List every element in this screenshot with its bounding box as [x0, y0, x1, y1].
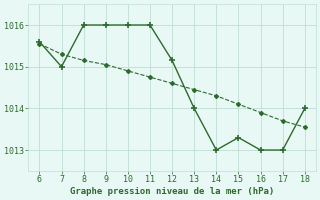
X-axis label: Graphe pression niveau de la mer (hPa): Graphe pression niveau de la mer (hPa) — [70, 187, 274, 196]
